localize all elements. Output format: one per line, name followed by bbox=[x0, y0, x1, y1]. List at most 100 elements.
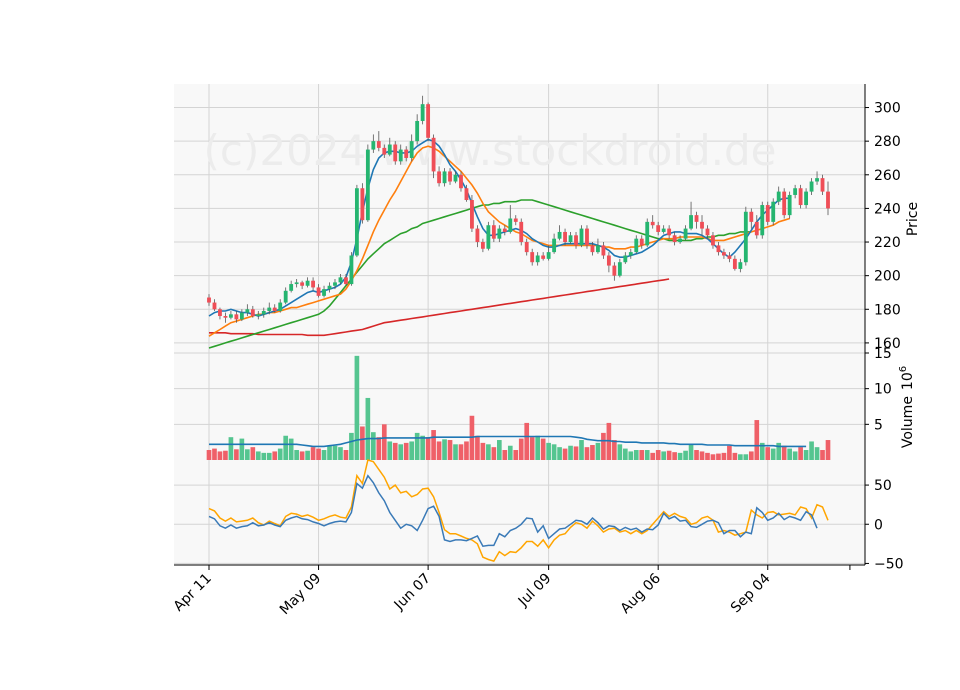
volume-bar bbox=[650, 452, 656, 460]
volume-bar bbox=[294, 450, 299, 460]
candle-body bbox=[546, 252, 551, 259]
candle bbox=[524, 238, 529, 256]
volume-bar bbox=[705, 452, 710, 460]
candle bbox=[771, 198, 776, 226]
candle bbox=[552, 233, 557, 254]
candle bbox=[815, 171, 819, 185]
volume-bar bbox=[223, 450, 228, 460]
price-axis-tick-label: 160 bbox=[874, 336, 901, 352]
candle bbox=[628, 248, 633, 259]
volume-bar bbox=[781, 445, 787, 460]
candle-body bbox=[371, 141, 376, 150]
volume-bar bbox=[349, 432, 354, 460]
volume-bar bbox=[234, 449, 239, 460]
candle-body bbox=[420, 104, 425, 121]
candle-body bbox=[497, 228, 502, 239]
candle bbox=[278, 299, 283, 313]
candle-body bbox=[568, 235, 573, 243]
candle-body bbox=[612, 265, 617, 276]
volume-bar bbox=[617, 444, 623, 460]
candle bbox=[409, 134, 414, 162]
candle-body bbox=[798, 188, 803, 206]
candle bbox=[491, 220, 496, 243]
candle-body bbox=[294, 282, 299, 285]
candle bbox=[661, 225, 666, 234]
candle-body bbox=[442, 171, 447, 184]
candle-body bbox=[365, 149, 370, 221]
volume-bar bbox=[666, 450, 672, 460]
volume-bar bbox=[431, 430, 436, 460]
candle bbox=[207, 294, 211, 306]
volume-axis-exponent: 6 bbox=[898, 366, 909, 372]
volume-bar bbox=[540, 438, 546, 460]
candle-body bbox=[453, 174, 458, 182]
candle-body bbox=[502, 228, 507, 232]
candle-body bbox=[278, 302, 283, 311]
candle-body bbox=[579, 228, 584, 246]
candle-body bbox=[732, 258, 737, 269]
candle-body bbox=[327, 285, 332, 290]
candle bbox=[305, 277, 310, 288]
volume-axis-scale: 10 bbox=[900, 372, 916, 390]
volume-bar bbox=[305, 450, 310, 460]
volume-bar bbox=[250, 447, 256, 460]
candle-body bbox=[289, 284, 294, 291]
volume-bar bbox=[486, 444, 491, 460]
volume-bar bbox=[332, 445, 338, 460]
volume-bar bbox=[820, 450, 825, 460]
x-axis-tick-label: Aug 06 bbox=[618, 570, 664, 616]
candle-body bbox=[743, 211, 748, 263]
candle bbox=[760, 201, 765, 239]
candle bbox=[234, 310, 239, 323]
candle bbox=[228, 310, 233, 320]
candle bbox=[502, 225, 507, 236]
volume-bar bbox=[272, 451, 278, 460]
candle bbox=[404, 146, 409, 162]
volume-bar bbox=[442, 439, 447, 460]
candle bbox=[272, 304, 277, 313]
candle-body bbox=[228, 314, 233, 318]
candle bbox=[650, 215, 655, 229]
volume-bar bbox=[738, 454, 743, 460]
candle bbox=[223, 312, 228, 323]
candle bbox=[508, 205, 513, 234]
volume-bar bbox=[562, 448, 568, 460]
volume-bar bbox=[787, 448, 792, 460]
volume-bar bbox=[480, 442, 486, 460]
volume-bar bbox=[491, 447, 497, 460]
volume-bar bbox=[584, 447, 590, 460]
candle bbox=[475, 225, 480, 248]
candle bbox=[387, 137, 392, 157]
volume-bar bbox=[277, 448, 283, 460]
candle bbox=[338, 273, 343, 285]
candle-body bbox=[234, 314, 239, 320]
volume-bar bbox=[622, 448, 628, 460]
volume-bar bbox=[803, 450, 809, 460]
candle bbox=[437, 166, 441, 187]
volume-bar bbox=[321, 450, 327, 460]
volume-bar bbox=[573, 446, 579, 460]
candle bbox=[316, 284, 321, 298]
volume-bar bbox=[568, 445, 573, 460]
candle bbox=[245, 304, 250, 317]
candle bbox=[617, 258, 622, 278]
volume-bar bbox=[546, 442, 551, 460]
candle bbox=[606, 252, 611, 273]
candle bbox=[634, 235, 639, 254]
candle-body bbox=[617, 262, 622, 276]
candle-body bbox=[513, 218, 518, 222]
oscillator-lines bbox=[208, 459, 829, 562]
candle bbox=[727, 252, 732, 263]
candle-body bbox=[585, 228, 589, 246]
candle bbox=[513, 215, 518, 226]
candle-body bbox=[218, 309, 222, 317]
candle-body bbox=[316, 287, 321, 296]
candle-body bbox=[382, 147, 387, 155]
volume-bar bbox=[743, 454, 749, 460]
candle bbox=[798, 184, 803, 209]
candle-body bbox=[541, 255, 546, 259]
candle-body bbox=[459, 174, 463, 189]
volume-bar bbox=[814, 447, 820, 460]
volume-bar bbox=[507, 445, 513, 460]
candle-body bbox=[519, 221, 524, 243]
